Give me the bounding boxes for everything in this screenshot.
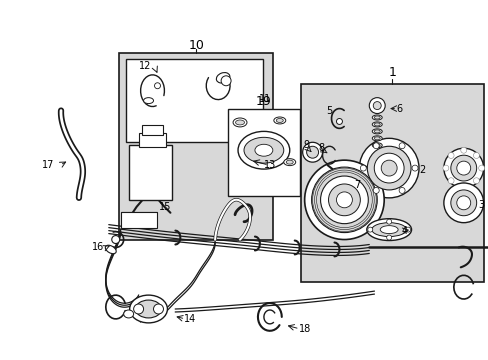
Text: 19: 19 [256,95,271,108]
Ellipse shape [105,245,116,254]
Text: 2: 2 [418,165,424,175]
Circle shape [306,146,318,158]
Circle shape [447,178,453,184]
Text: 17: 17 [42,160,54,170]
Bar [300,84,483,282]
Circle shape [456,196,470,210]
Text: 14: 14 [184,314,196,324]
Circle shape [368,98,385,113]
Ellipse shape [373,130,380,133]
Circle shape [304,160,384,239]
Ellipse shape [135,300,161,318]
Circle shape [460,183,466,189]
Ellipse shape [235,120,244,125]
Ellipse shape [129,295,167,323]
Ellipse shape [371,136,382,141]
Ellipse shape [244,137,283,163]
Circle shape [302,142,322,162]
Ellipse shape [233,118,246,127]
Circle shape [456,161,470,175]
Text: 9: 9 [303,140,309,150]
Bar [121,212,156,228]
Ellipse shape [123,310,133,318]
Circle shape [447,153,453,158]
Circle shape [311,167,376,233]
Text: 12: 12 [139,61,151,71]
Text: 10: 10 [188,39,204,51]
Ellipse shape [238,131,289,169]
Ellipse shape [366,219,411,240]
Text: 7: 7 [353,180,360,190]
Circle shape [133,304,143,314]
Text: 5: 5 [325,105,332,116]
Ellipse shape [371,223,406,237]
Ellipse shape [371,129,382,134]
Text: 15: 15 [159,202,171,212]
Ellipse shape [371,122,382,127]
Circle shape [398,143,404,149]
Ellipse shape [273,117,285,124]
Circle shape [472,178,478,184]
Text: 8: 8 [318,143,324,153]
Text: 4: 4 [401,226,407,235]
Circle shape [411,165,417,171]
Circle shape [460,147,466,153]
Ellipse shape [373,137,380,140]
Circle shape [359,138,418,198]
Circle shape [443,148,483,188]
Text: 16: 16 [92,243,104,252]
Bar [227,109,299,196]
Circle shape [386,235,391,240]
Circle shape [398,188,404,193]
Circle shape [450,190,476,216]
Text: 1: 1 [387,66,395,79]
Circle shape [373,153,403,183]
Ellipse shape [143,98,153,104]
Bar [125,59,263,142]
Circle shape [450,155,476,181]
Ellipse shape [371,143,382,148]
Ellipse shape [380,226,397,234]
Circle shape [472,153,478,158]
Ellipse shape [373,123,380,126]
Text: 3: 3 [478,200,484,210]
Text: 13: 13 [263,160,275,170]
Circle shape [381,160,396,176]
Circle shape [221,76,231,86]
Ellipse shape [285,160,293,164]
Bar [128,145,172,200]
Circle shape [443,183,483,223]
Circle shape [153,304,163,314]
Text: 6: 6 [395,104,401,113]
Circle shape [405,227,410,232]
Circle shape [386,219,391,224]
Ellipse shape [283,159,295,166]
Circle shape [154,83,160,89]
Circle shape [360,165,366,171]
Circle shape [112,235,120,243]
Circle shape [372,102,381,109]
Circle shape [328,184,360,216]
Circle shape [367,227,372,232]
Bar [119,53,272,239]
Circle shape [366,146,410,190]
Ellipse shape [276,118,283,122]
Text: 18: 18 [298,324,310,334]
Ellipse shape [373,116,380,119]
Bar [142,125,163,135]
Ellipse shape [216,73,229,83]
Circle shape [336,192,352,208]
Bar [138,133,166,147]
Ellipse shape [254,144,272,156]
Text: 11: 11 [258,94,270,104]
Circle shape [372,143,379,149]
Ellipse shape [373,144,380,147]
Circle shape [478,165,484,171]
Ellipse shape [371,115,382,120]
Circle shape [320,176,367,224]
Circle shape [372,188,379,193]
Circle shape [442,165,448,171]
Circle shape [336,118,342,125]
